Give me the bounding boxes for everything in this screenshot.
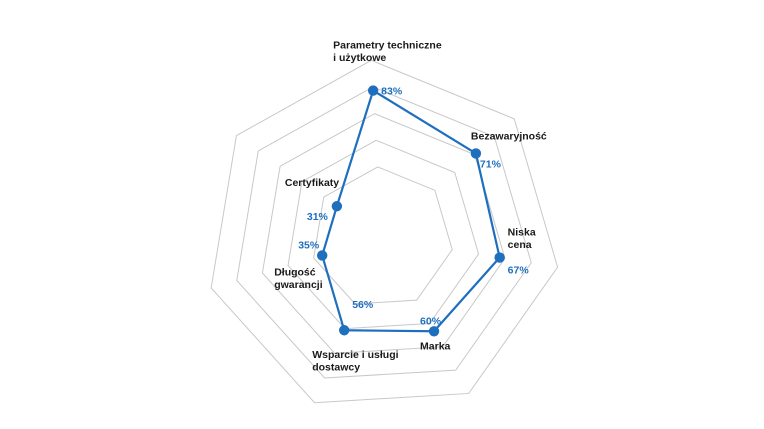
value-label-3: 67% xyxy=(508,265,530,277)
grid-ring-5 xyxy=(210,59,559,404)
value-label-6: 35% xyxy=(298,239,320,251)
category-label-3: Niska cena xyxy=(508,227,536,252)
category-label-line: cena xyxy=(508,239,532,251)
category-label-6: Długość gwarancji xyxy=(274,266,323,291)
grid-ring-2 xyxy=(287,139,480,330)
category-label-line: Bezawaryjność xyxy=(471,130,547,142)
category-label-line: Parametry techniczne xyxy=(333,40,442,52)
series-line xyxy=(321,89,501,333)
category-label-line: dostawcy xyxy=(312,362,360,374)
category-label-4: Marka xyxy=(420,340,451,352)
category-label-line: Wsparcie i usługi xyxy=(312,349,398,361)
data-point-1 xyxy=(367,85,379,96)
label-layer: Parametry techniczne i użytkowe 83% Bezawar… xyxy=(274,40,547,374)
grid-ring-1 xyxy=(313,166,453,305)
data-point-7 xyxy=(331,201,343,212)
category-label-1: Parametry techniczne i użytkowe xyxy=(333,40,442,64)
category-label-7: Certyfikaty xyxy=(285,177,339,189)
data-point-5 xyxy=(339,325,350,336)
grid-ring-4 xyxy=(236,86,532,379)
category-label-line: Marka xyxy=(420,340,451,352)
category-label-line: Długość xyxy=(274,266,316,278)
value-label-5: 56% xyxy=(352,299,374,311)
series-layer xyxy=(317,85,505,337)
category-label-line: Certyfikaty xyxy=(285,177,339,189)
category-label-line: i użytkowe xyxy=(333,52,386,64)
value-label-1: 83% xyxy=(381,86,403,98)
data-point-4 xyxy=(428,326,440,337)
category-label-line: Niska xyxy=(508,227,536,239)
category-label-2: Bezawaryjność xyxy=(471,130,547,142)
category-label-5: Wsparcie i usługi dostawcy xyxy=(312,349,398,374)
value-label-2: 71% xyxy=(480,158,502,170)
data-point-3 xyxy=(494,252,505,263)
category-label-line: gwarancji xyxy=(274,279,323,291)
data-point-6 xyxy=(317,250,328,261)
data-point-2 xyxy=(470,148,482,159)
value-label-7: 31% xyxy=(307,211,329,223)
value-label-4: 60% xyxy=(420,315,442,327)
